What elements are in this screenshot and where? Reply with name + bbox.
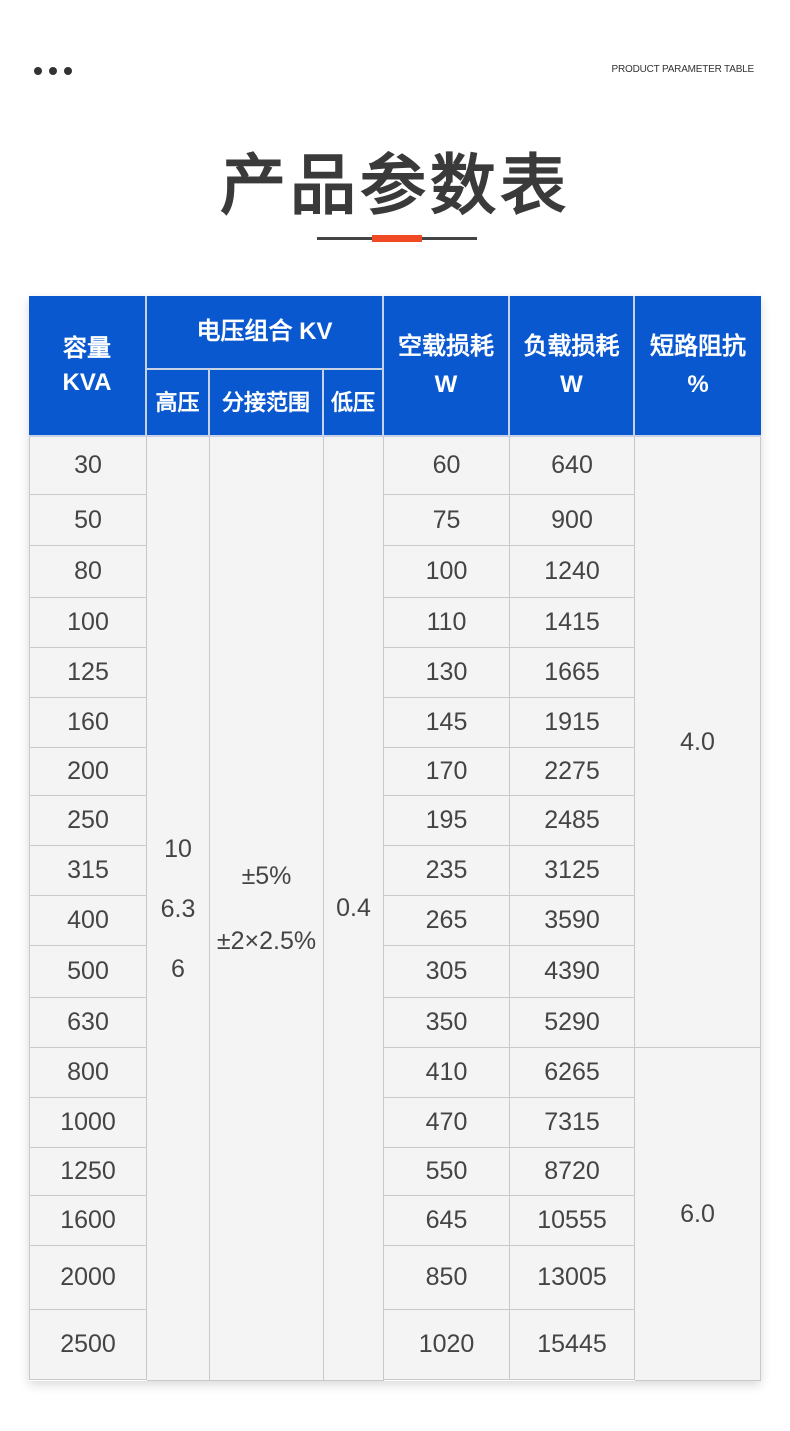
no-load-loss-cell: 195 [384, 796, 510, 846]
capacity-cell: 2000 [29, 1246, 147, 1310]
header-label: 容量 [63, 334, 111, 362]
capacity-cell: 1000 [29, 1098, 147, 1148]
capacity-cell: 2500 [29, 1310, 147, 1380]
no-load-loss-cell: 1020 [384, 1310, 510, 1380]
load-loss-cell: 10555 [510, 1196, 635, 1246]
no-load-loss-cell: 350 [384, 998, 510, 1048]
capacity-cell: 160 [29, 698, 147, 748]
parameter-table: 容量 KVA 电压组合 KV 高压 分接范围 低压 空载损耗 W 负载损耗 W … [29, 296, 761, 1381]
no-load-loss-cell: 75 [384, 495, 510, 546]
no-load-loss-cell: 60 [384, 437, 510, 495]
header-tap-range: 分接范围 [210, 370, 324, 437]
capacity-cell: 400 [29, 896, 147, 946]
header-unit: W [560, 370, 583, 398]
capacity-cell: 630 [29, 998, 147, 1048]
capacity-cell: 1600 [29, 1196, 147, 1246]
no-load-loss-cell: 170 [384, 748, 510, 796]
header-no-load-loss: 空载损耗 W [384, 296, 510, 437]
low-voltage-cell: 0.4 [324, 437, 384, 1381]
load-loss-cell: 1415 [510, 598, 635, 648]
load-loss-cell: 1240 [510, 546, 635, 598]
load-loss-cell: 1915 [510, 698, 635, 748]
load-loss-cell: 6265 [510, 1048, 635, 1098]
load-loss-cell: 8720 [510, 1148, 635, 1196]
capacity-cell: 200 [29, 748, 147, 796]
load-loss-cell: 900 [510, 495, 635, 546]
capacity-cell: 50 [29, 495, 147, 546]
more-icon [34, 67, 72, 75]
no-load-loss-cell: 850 [384, 1246, 510, 1310]
capacity-cell: 1250 [29, 1148, 147, 1196]
header-capacity: 容量 KVA [29, 296, 147, 437]
header-unit: W [434, 370, 458, 398]
load-loss-cell: 3590 [510, 896, 635, 946]
impedance-cell: 4.0 [635, 437, 761, 1048]
no-load-loss-cell: 145 [384, 698, 510, 748]
header-high-voltage: 高压 [147, 370, 210, 437]
high-voltage-value: 10 [164, 834, 192, 863]
load-loss-cell: 3125 [510, 846, 635, 896]
no-load-loss-cell: 100 [384, 546, 510, 598]
tap-range-cell: ±5% ±2×2.5% [210, 437, 324, 1381]
header-load-loss: 负载损耗 W [510, 296, 635, 437]
load-loss-cell: 15445 [510, 1310, 635, 1380]
no-load-loss-cell: 265 [384, 896, 510, 946]
load-loss-cell: 13005 [510, 1246, 635, 1310]
capacity-cell: 800 [29, 1048, 147, 1098]
no-load-loss-cell: 110 [384, 598, 510, 648]
no-load-loss-cell: 645 [384, 1196, 510, 1246]
capacity-cell: 500 [29, 946, 147, 998]
header-low-voltage: 低压 [324, 370, 384, 437]
capacity-cell: 315 [29, 846, 147, 896]
load-loss-cell: 1665 [510, 648, 635, 698]
header-voltage-group: 电压组合 KV [147, 296, 384, 370]
impedance-cell: 6.0 [635, 1048, 761, 1381]
load-loss-cell: 4390 [510, 946, 635, 998]
no-load-loss-cell: 470 [384, 1098, 510, 1148]
load-loss-cell: 2275 [510, 748, 635, 796]
load-loss-cell: 7315 [510, 1098, 635, 1148]
load-loss-cell: 5290 [510, 998, 635, 1048]
no-load-loss-cell: 550 [384, 1148, 510, 1196]
header-label: 负载损耗 [523, 333, 620, 361]
capacity-cell: 250 [29, 796, 147, 846]
capacity-cell: 125 [29, 648, 147, 698]
high-voltage-value: 6 [171, 954, 185, 983]
capacity-cell: 80 [29, 546, 147, 598]
header-unit: % [687, 370, 709, 398]
no-load-loss-cell: 305 [384, 946, 510, 998]
no-load-loss-cell: 235 [384, 846, 510, 896]
title-divider-accent [372, 235, 422, 242]
load-loss-cell: 640 [510, 437, 635, 495]
header-unit: KVA [62, 368, 112, 396]
header-label: 空载损耗 [398, 333, 494, 361]
no-load-loss-cell: 130 [384, 648, 510, 698]
load-loss-cell: 2485 [510, 796, 635, 846]
capacity-cell: 30 [29, 437, 147, 495]
header-label: 短路阻抗 [650, 333, 746, 361]
capacity-cell: 100 [29, 598, 147, 648]
high-voltage-cell: 10 6.3 6 [147, 437, 210, 1381]
no-load-loss-cell: 410 [384, 1048, 510, 1098]
page-title: 产品参数表 [220, 148, 570, 222]
high-voltage-value: 6.3 [160, 894, 196, 923]
tap-range-value: ±2×2.5% [216, 926, 317, 955]
tap-range-value: ±5% [241, 861, 292, 890]
header-impedance: 短路阻抗 % [635, 296, 761, 437]
page-subtitle: PRODUCT PARAMETER TABLE [611, 64, 755, 75]
